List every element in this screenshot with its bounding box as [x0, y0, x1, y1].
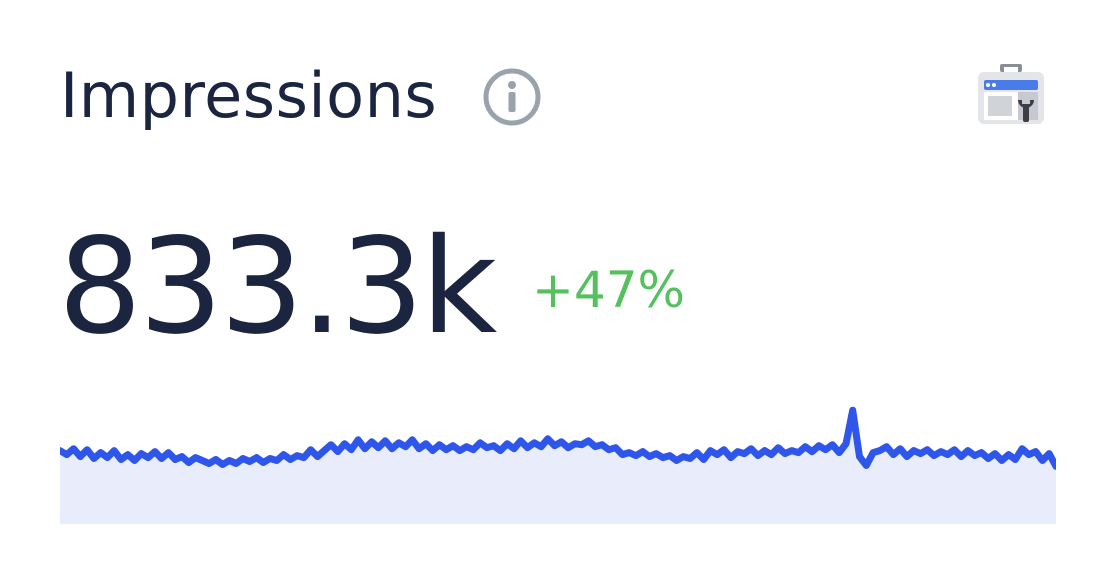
impressions-value: 833.3k	[58, 210, 497, 364]
sparkline-series-line	[60, 406, 1056, 470]
search-console-icon	[978, 64, 1044, 124]
change-badge: +47%	[532, 261, 686, 319]
info-icon[interactable]	[482, 67, 542, 127]
card-title: Impressions	[60, 59, 438, 132]
sparkline-area	[60, 410, 1056, 524]
impressions-sparkline	[60, 406, 1056, 524]
